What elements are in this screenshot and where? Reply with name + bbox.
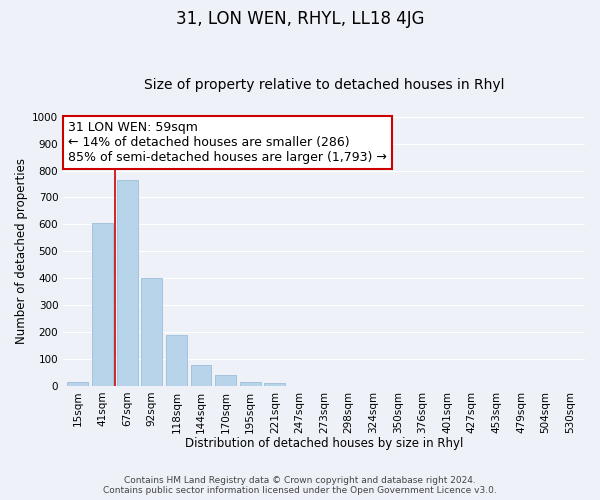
Bar xyxy=(142,278,162,386)
Bar xyxy=(166,334,187,386)
Bar xyxy=(215,375,236,386)
Y-axis label: Number of detached properties: Number of detached properties xyxy=(15,158,28,344)
Text: 31 LON WEN: 59sqm
← 14% of detached houses are smaller (286)
85% of semi-detache: 31 LON WEN: 59sqm ← 14% of detached hous… xyxy=(68,121,387,164)
X-axis label: Distribution of detached houses by size in Rhyl: Distribution of detached houses by size … xyxy=(185,437,463,450)
Title: Size of property relative to detached houses in Rhyl: Size of property relative to detached ho… xyxy=(144,78,505,92)
Text: Contains HM Land Registry data © Crown copyright and database right 2024.
Contai: Contains HM Land Registry data © Crown c… xyxy=(103,476,497,495)
Bar xyxy=(265,382,286,386)
Bar xyxy=(191,365,211,386)
Text: 31, LON WEN, RHYL, LL18 4JG: 31, LON WEN, RHYL, LL18 4JG xyxy=(176,10,424,28)
Bar xyxy=(67,382,88,386)
Bar xyxy=(92,223,113,386)
Bar xyxy=(116,180,137,386)
Bar xyxy=(240,382,260,386)
